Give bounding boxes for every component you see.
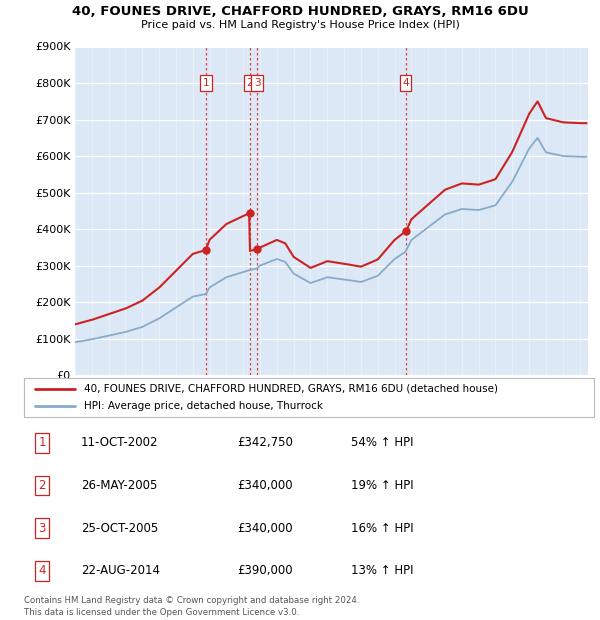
Text: HPI: Average price, detached house, Thurrock: HPI: Average price, detached house, Thur…	[84, 401, 323, 411]
Text: 3: 3	[254, 78, 260, 88]
Text: 40, FOUNES DRIVE, CHAFFORD HUNDRED, GRAYS, RM16 6DU (detached house): 40, FOUNES DRIVE, CHAFFORD HUNDRED, GRAY…	[84, 384, 498, 394]
Text: Contains HM Land Registry data © Crown copyright and database right 2024.
This d: Contains HM Land Registry data © Crown c…	[24, 596, 359, 617]
Text: 26-MAY-2005: 26-MAY-2005	[81, 479, 157, 492]
Text: £342,750: £342,750	[237, 436, 293, 450]
Text: 4: 4	[38, 564, 46, 577]
Text: 22-AUG-2014: 22-AUG-2014	[81, 564, 160, 577]
Text: 11-OCT-2002: 11-OCT-2002	[81, 436, 158, 450]
Text: 2: 2	[247, 78, 253, 88]
Text: 54% ↑ HPI: 54% ↑ HPI	[351, 436, 413, 450]
Text: £340,000: £340,000	[237, 479, 293, 492]
Text: 19% ↑ HPI: 19% ↑ HPI	[351, 479, 413, 492]
Text: Price paid vs. HM Land Registry's House Price Index (HPI): Price paid vs. HM Land Registry's House …	[140, 20, 460, 30]
Text: 3: 3	[38, 521, 46, 534]
Text: 2: 2	[38, 479, 46, 492]
Text: 4: 4	[402, 78, 409, 88]
Text: £390,000: £390,000	[237, 564, 293, 577]
Text: £340,000: £340,000	[237, 521, 293, 534]
Text: 1: 1	[38, 436, 46, 450]
Text: 16% ↑ HPI: 16% ↑ HPI	[351, 521, 413, 534]
Text: 13% ↑ HPI: 13% ↑ HPI	[351, 564, 413, 577]
Text: 40, FOUNES DRIVE, CHAFFORD HUNDRED, GRAYS, RM16 6DU: 40, FOUNES DRIVE, CHAFFORD HUNDRED, GRAY…	[71, 5, 529, 18]
Text: 1: 1	[203, 78, 209, 88]
Text: 25-OCT-2005: 25-OCT-2005	[81, 521, 158, 534]
